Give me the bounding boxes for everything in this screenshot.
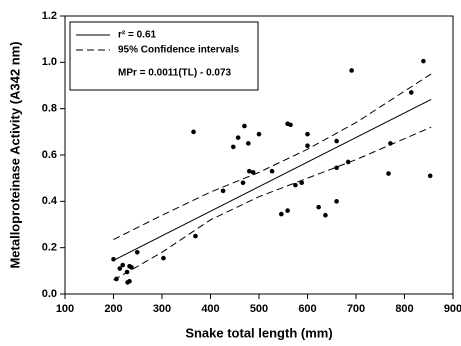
- y-tick-label: 0.8: [42, 103, 57, 115]
- point: [256, 131, 262, 137]
- point: [269, 168, 275, 174]
- x-tick-label: 100: [56, 303, 74, 315]
- point: [305, 143, 310, 149]
- y-tick-label: 0.6: [42, 149, 57, 161]
- y-axis-title: Metalloproteinase Activity (A342 nm): [7, 41, 22, 268]
- point: [220, 188, 226, 194]
- point: [299, 180, 304, 186]
- y-tick-label: 0.0: [42, 288, 57, 300]
- point: [117, 266, 123, 271]
- x-tick-label: 700: [347, 303, 365, 315]
- point: [114, 276, 119, 282]
- point: [386, 171, 391, 176]
- x-tick-label: 900: [444, 303, 461, 315]
- point: [349, 68, 354, 73]
- y-tick-label: 1.0: [42, 56, 57, 68]
- point: [235, 135, 241, 140]
- point: [193, 233, 198, 239]
- point: [250, 170, 256, 175]
- regression-line: [113, 98, 432, 261]
- point: [427, 173, 433, 179]
- point: [305, 131, 310, 137]
- y-tick-label: 0.4: [42, 195, 58, 207]
- point: [316, 204, 321, 210]
- point: [247, 168, 252, 174]
- y-tick-label: 1.2: [42, 10, 57, 22]
- point: [421, 58, 426, 64]
- point: [240, 180, 246, 186]
- point: [388, 141, 393, 146]
- ci-lower: [113, 126, 432, 281]
- point: [334, 138, 339, 144]
- point: [334, 165, 339, 171]
- point: [408, 90, 414, 95]
- y-tick-label: 0.2: [42, 242, 57, 254]
- point: [124, 269, 130, 275]
- point: [345, 159, 351, 165]
- x-tick-label: 400: [201, 303, 219, 315]
- point: [288, 122, 293, 128]
- point: [120, 262, 126, 268]
- x-tick-label: 600: [298, 303, 316, 315]
- equation: MPr = 0.0011(TL) - 0.073: [118, 68, 232, 79]
- point: [134, 250, 140, 255]
- x-tick-label: 500: [250, 303, 268, 315]
- ci-upper: [113, 73, 432, 241]
- point: [191, 129, 196, 135]
- legend-entry: r² = 0.61: [118, 30, 157, 41]
- point: [230, 144, 236, 150]
- x-tick-label: 800: [395, 303, 413, 315]
- legend-entry: 95% Confidence intervals: [118, 45, 240, 56]
- legend-box: [69, 21, 259, 91]
- point: [285, 208, 290, 213]
- point: [127, 278, 132, 284]
- point: [161, 255, 166, 261]
- point: [129, 265, 134, 270]
- point: [334, 199, 339, 204]
- point: [246, 141, 251, 146]
- x-tick-label: 300: [153, 303, 171, 315]
- x-axis-title: Snake total length (mm): [185, 325, 332, 340]
- point: [279, 211, 284, 217]
- point: [242, 123, 247, 129]
- x-tick-label: 200: [104, 303, 122, 315]
- point: [323, 212, 328, 218]
- point: [293, 182, 298, 188]
- point: [111, 256, 116, 262]
